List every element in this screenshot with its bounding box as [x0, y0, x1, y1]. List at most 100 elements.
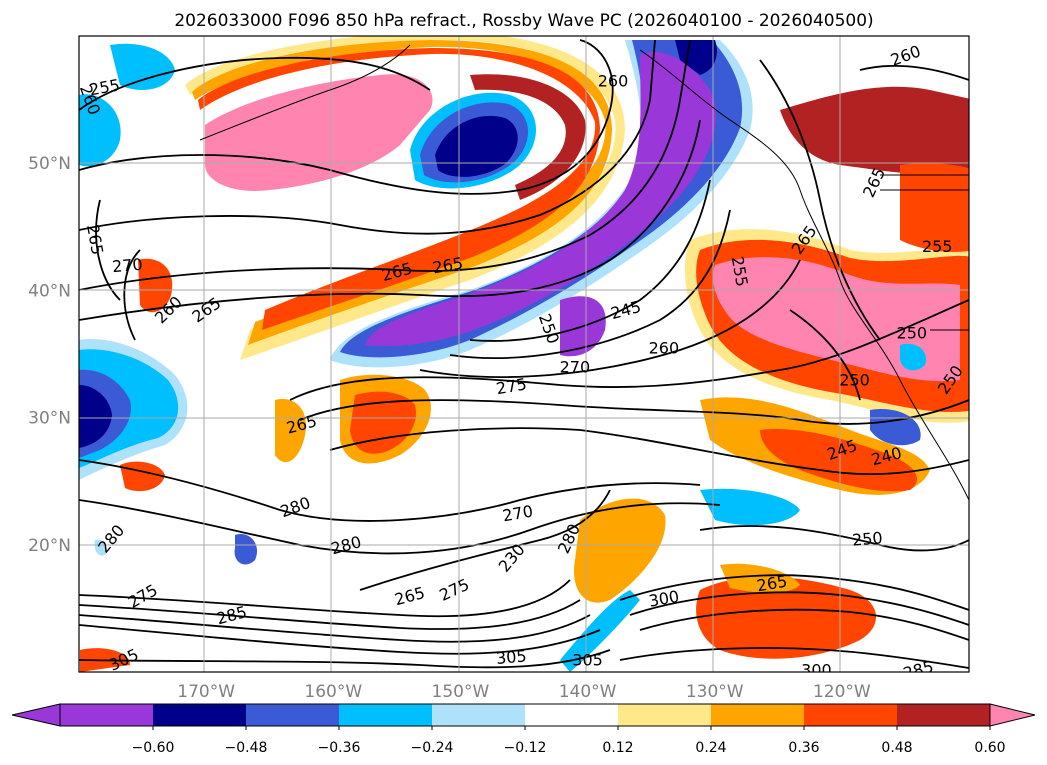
- colorbar-segment: [897, 704, 990, 726]
- x-tick-label: 120°W: [813, 682, 871, 702]
- contour-label: 300: [801, 660, 832, 679]
- contour-line: [79, 39, 691, 291]
- coastline-segment: [199, 44, 411, 141]
- contour-line: [79, 119, 701, 321]
- positive-anomaly-region: [470, 74, 586, 200]
- shading-layer: [79, 36, 969, 672]
- contour-line: [619, 574, 969, 611]
- contour-label: 250: [897, 323, 928, 342]
- y-tick-label: 20°N: [28, 536, 71, 556]
- contour-label: 260: [649, 339, 680, 358]
- contour-label: 255: [922, 237, 953, 256]
- contour-label-text: 255: [922, 237, 953, 256]
- contour-label: 270: [111, 255, 143, 277]
- y-tick-label: 40°N: [28, 281, 71, 301]
- colorbar-segment: [618, 704, 711, 726]
- positive-anomaly-region: [205, 74, 433, 191]
- contour-line: [79, 599, 581, 630]
- positive-anomaly-region: [900, 162, 969, 252]
- positive-anomaly-region: [574, 498, 666, 603]
- contour-label-text: 305: [495, 646, 527, 668]
- positive-anomaly-region: [760, 429, 918, 492]
- contour-label-text: 250: [851, 528, 883, 550]
- contour-line: [79, 56, 431, 111]
- colorbar-segment: [432, 704, 525, 726]
- contour-line: [859, 64, 969, 81]
- positive-anomaly-region: [696, 576, 877, 659]
- contour-label-text: 250: [897, 323, 928, 342]
- positive-anomaly-region: [275, 399, 306, 463]
- contour-label-text: 270: [560, 358, 591, 377]
- contour-line: [699, 525, 969, 552]
- contour-line: [359, 489, 611, 591]
- colorbar-segment: [711, 704, 804, 726]
- colorbar-tick-label: 0.24: [695, 740, 726, 756]
- y-tick-label: 30°N: [28, 409, 71, 429]
- positive-anomaly-region: [350, 391, 416, 454]
- colorbar-segment: [246, 704, 339, 726]
- x-tick-label: 170°W: [177, 682, 235, 702]
- map-frame: [78, 35, 970, 673]
- contour-line: [79, 649, 611, 669]
- contour-label-text: 260: [649, 339, 680, 358]
- negative-anomaly-region: [234, 534, 258, 565]
- contour-label: 250: [851, 528, 883, 550]
- negative-anomaly-region: [560, 590, 640, 672]
- positive-anomaly-region: [780, 86, 969, 175]
- gridlines: [79, 36, 969, 672]
- negative-anomaly-region: [700, 488, 800, 526]
- positive-anomaly-region: [138, 258, 173, 313]
- contour-label-text: 270: [111, 255, 143, 277]
- colorbar-tick-label: −0.12: [504, 740, 547, 756]
- positive-anomaly-region: [720, 563, 800, 593]
- contour-label: 250: [839, 370, 870, 389]
- contour-line: [789, 309, 861, 401]
- colorbar-tick-label: −0.36: [318, 740, 361, 756]
- contour-line: [79, 624, 601, 655]
- negative-anomaly-region: [79, 385, 112, 448]
- negative-anomaly-region: [110, 43, 175, 90]
- contour-label-text: 260: [598, 72, 629, 91]
- contour-label-text: 305: [572, 650, 603, 669]
- contour-line: [629, 591, 969, 626]
- coastline-segment: [880, 174, 969, 331]
- contour-line: [79, 459, 701, 522]
- colorbar-segment: [804, 704, 897, 726]
- colorbar-segment: [339, 704, 432, 726]
- contour-label-text: 250: [839, 370, 870, 389]
- negative-anomaly-region: [675, 40, 717, 75]
- contour-line: [619, 647, 969, 669]
- colorbar-extend-high: [989, 703, 1036, 727]
- contour-lines: [79, 39, 969, 669]
- contour-label: 270: [560, 358, 591, 377]
- coastline: [199, 44, 969, 501]
- negative-anomaly-region: [900, 343, 926, 371]
- colorbar-tick-label: 0.12: [602, 740, 633, 756]
- contour-label: 305: [572, 650, 603, 669]
- colorbar-tick-label: −0.48: [225, 740, 268, 756]
- contour-line: [419, 259, 801, 378]
- colorbar-tick-label: 0.36: [788, 740, 819, 756]
- contour-line: [759, 59, 881, 341]
- colorbar-tick-label: −0.60: [132, 740, 175, 756]
- x-tick-label: 150°W: [432, 682, 490, 702]
- contour-line: [95, 199, 121, 301]
- contour-line: [123, 249, 141, 341]
- colorbar-segment: [60, 704, 153, 726]
- negative-anomaly-region: [435, 115, 518, 177]
- positive-anomaly-region: [198, 48, 600, 330]
- contour-line: [79, 499, 721, 555]
- negative-anomaly-region: [79, 94, 121, 167]
- contour-line: [299, 399, 969, 425]
- contour-line: [469, 179, 711, 342]
- colorbar-segment: [525, 704, 618, 726]
- contour-line: [79, 39, 614, 195]
- x-tick-label: 160°W: [304, 682, 362, 702]
- contour-line: [449, 209, 731, 359]
- chart-title: 2026033000 F096 850 hPa refract., Rossby…: [174, 11, 873, 31]
- contour-label-text: 300: [801, 660, 832, 679]
- contour-label: 260: [598, 72, 629, 91]
- contour-line: [79, 579, 571, 618]
- colorbar-tick-label: 0.60: [974, 740, 1005, 756]
